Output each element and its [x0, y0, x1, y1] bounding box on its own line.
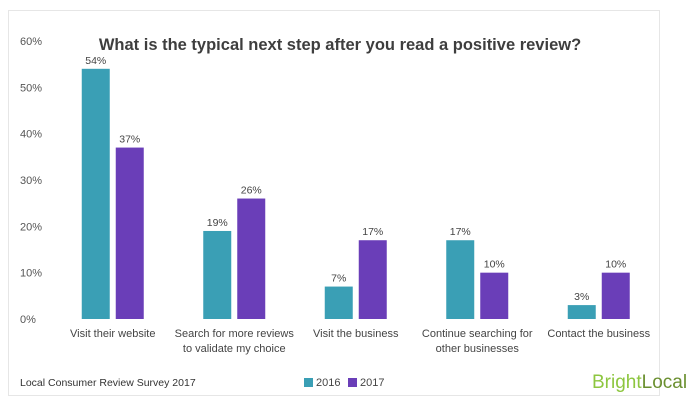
- brand-part-2: Local: [642, 372, 687, 393]
- data-label-2016: 17%: [450, 226, 471, 238]
- legend-swatch-2016: [304, 378, 313, 387]
- bar-2017: [480, 272, 509, 319]
- category-label: to validate my choice: [183, 343, 286, 355]
- category-label: Visit the business: [313, 328, 399, 340]
- bar-2017: [358, 240, 387, 319]
- bar-2016: [446, 240, 475, 319]
- category-label: Continue searching for: [422, 328, 533, 340]
- brand-part-1: Bright: [592, 372, 642, 393]
- y-tick-label: 60%: [20, 36, 42, 48]
- category-label: Search for more reviews: [175, 328, 295, 340]
- brightlocal-logo: BrightLocal: [592, 372, 687, 393]
- bar-2016: [203, 230, 232, 319]
- category-label: Contact the business: [547, 328, 650, 340]
- bar-2016: [567, 305, 596, 319]
- survey-source: Local Consumer Review Survey 2017: [20, 377, 196, 389]
- legend-label-2016: 2016: [316, 377, 340, 389]
- data-label-2016: 19%: [207, 217, 228, 229]
- y-tick-label: 0%: [20, 314, 36, 326]
- y-tick-label: 30%: [20, 175, 42, 187]
- y-tick-label: 40%: [20, 129, 42, 141]
- bar-2017: [115, 147, 144, 319]
- legend-label-2017: 2017: [360, 377, 384, 389]
- data-label-2017: 10%: [605, 259, 626, 271]
- data-label-2017: 37%: [119, 134, 140, 146]
- data-label-2016: 3%: [574, 291, 589, 303]
- bar-2016: [324, 286, 353, 319]
- data-label-2016: 54%: [85, 55, 106, 67]
- data-label-2017: 26%: [241, 185, 262, 197]
- y-tick-label: 20%: [20, 221, 42, 233]
- category-label: Visit their website: [70, 328, 155, 340]
- bar-2016: [81, 68, 110, 319]
- data-label-2017: 10%: [484, 259, 505, 271]
- chart-title: What is the typical next step after you …: [99, 36, 581, 54]
- y-tick-label: 50%: [20, 82, 42, 94]
- y-tick-label: 10%: [20, 268, 42, 280]
- legend-swatch-2017: [348, 378, 357, 387]
- category-label: other businesses: [436, 343, 520, 355]
- bar-2017: [601, 272, 630, 319]
- data-label-2017: 17%: [362, 226, 383, 238]
- bar-2017: [237, 198, 266, 319]
- data-label-2016: 7%: [331, 273, 346, 285]
